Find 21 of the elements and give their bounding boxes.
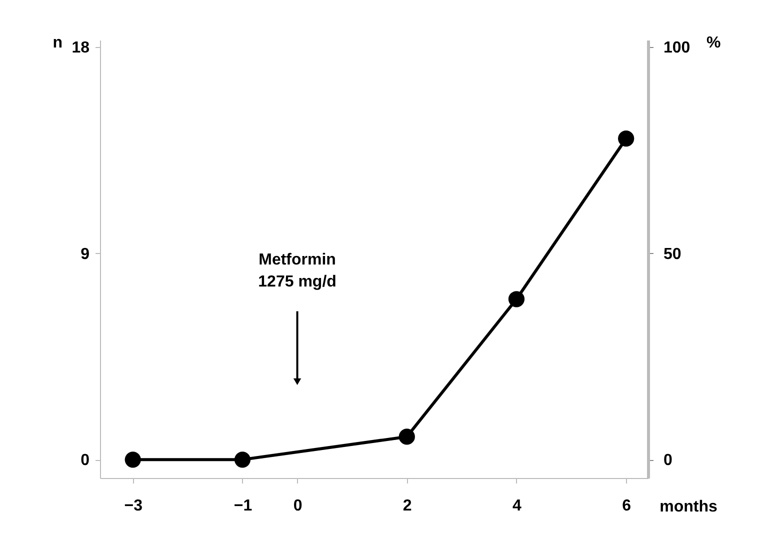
annotation: Metformin 1275 mg/d [258,252,336,291]
y2-tick-label: 100 [664,39,690,56]
y-tick-label: 0 [80,452,90,470]
point [398,428,415,445]
y2-axis-title: % [706,34,721,52]
x-tick-label: −1 [234,498,252,514]
y2-tick-label: 50 [664,246,682,263]
y-axis-title: n [52,34,62,52]
y2-tick-label: 0 [664,452,672,470]
y-tick-label: 9 [80,246,90,263]
x-axis-title: months [660,498,718,516]
point [234,452,251,468]
y-tick-label: 18 [72,39,90,56]
point [124,452,141,468]
x-tick-label: 4 [512,498,522,514]
point [508,291,525,308]
point [618,130,634,147]
x-tick-label: −3 [124,498,143,514]
x-tick-label: 6 [622,498,632,514]
x-tick-label: 2 [402,498,412,514]
x-tick-label: 0 [293,498,302,514]
